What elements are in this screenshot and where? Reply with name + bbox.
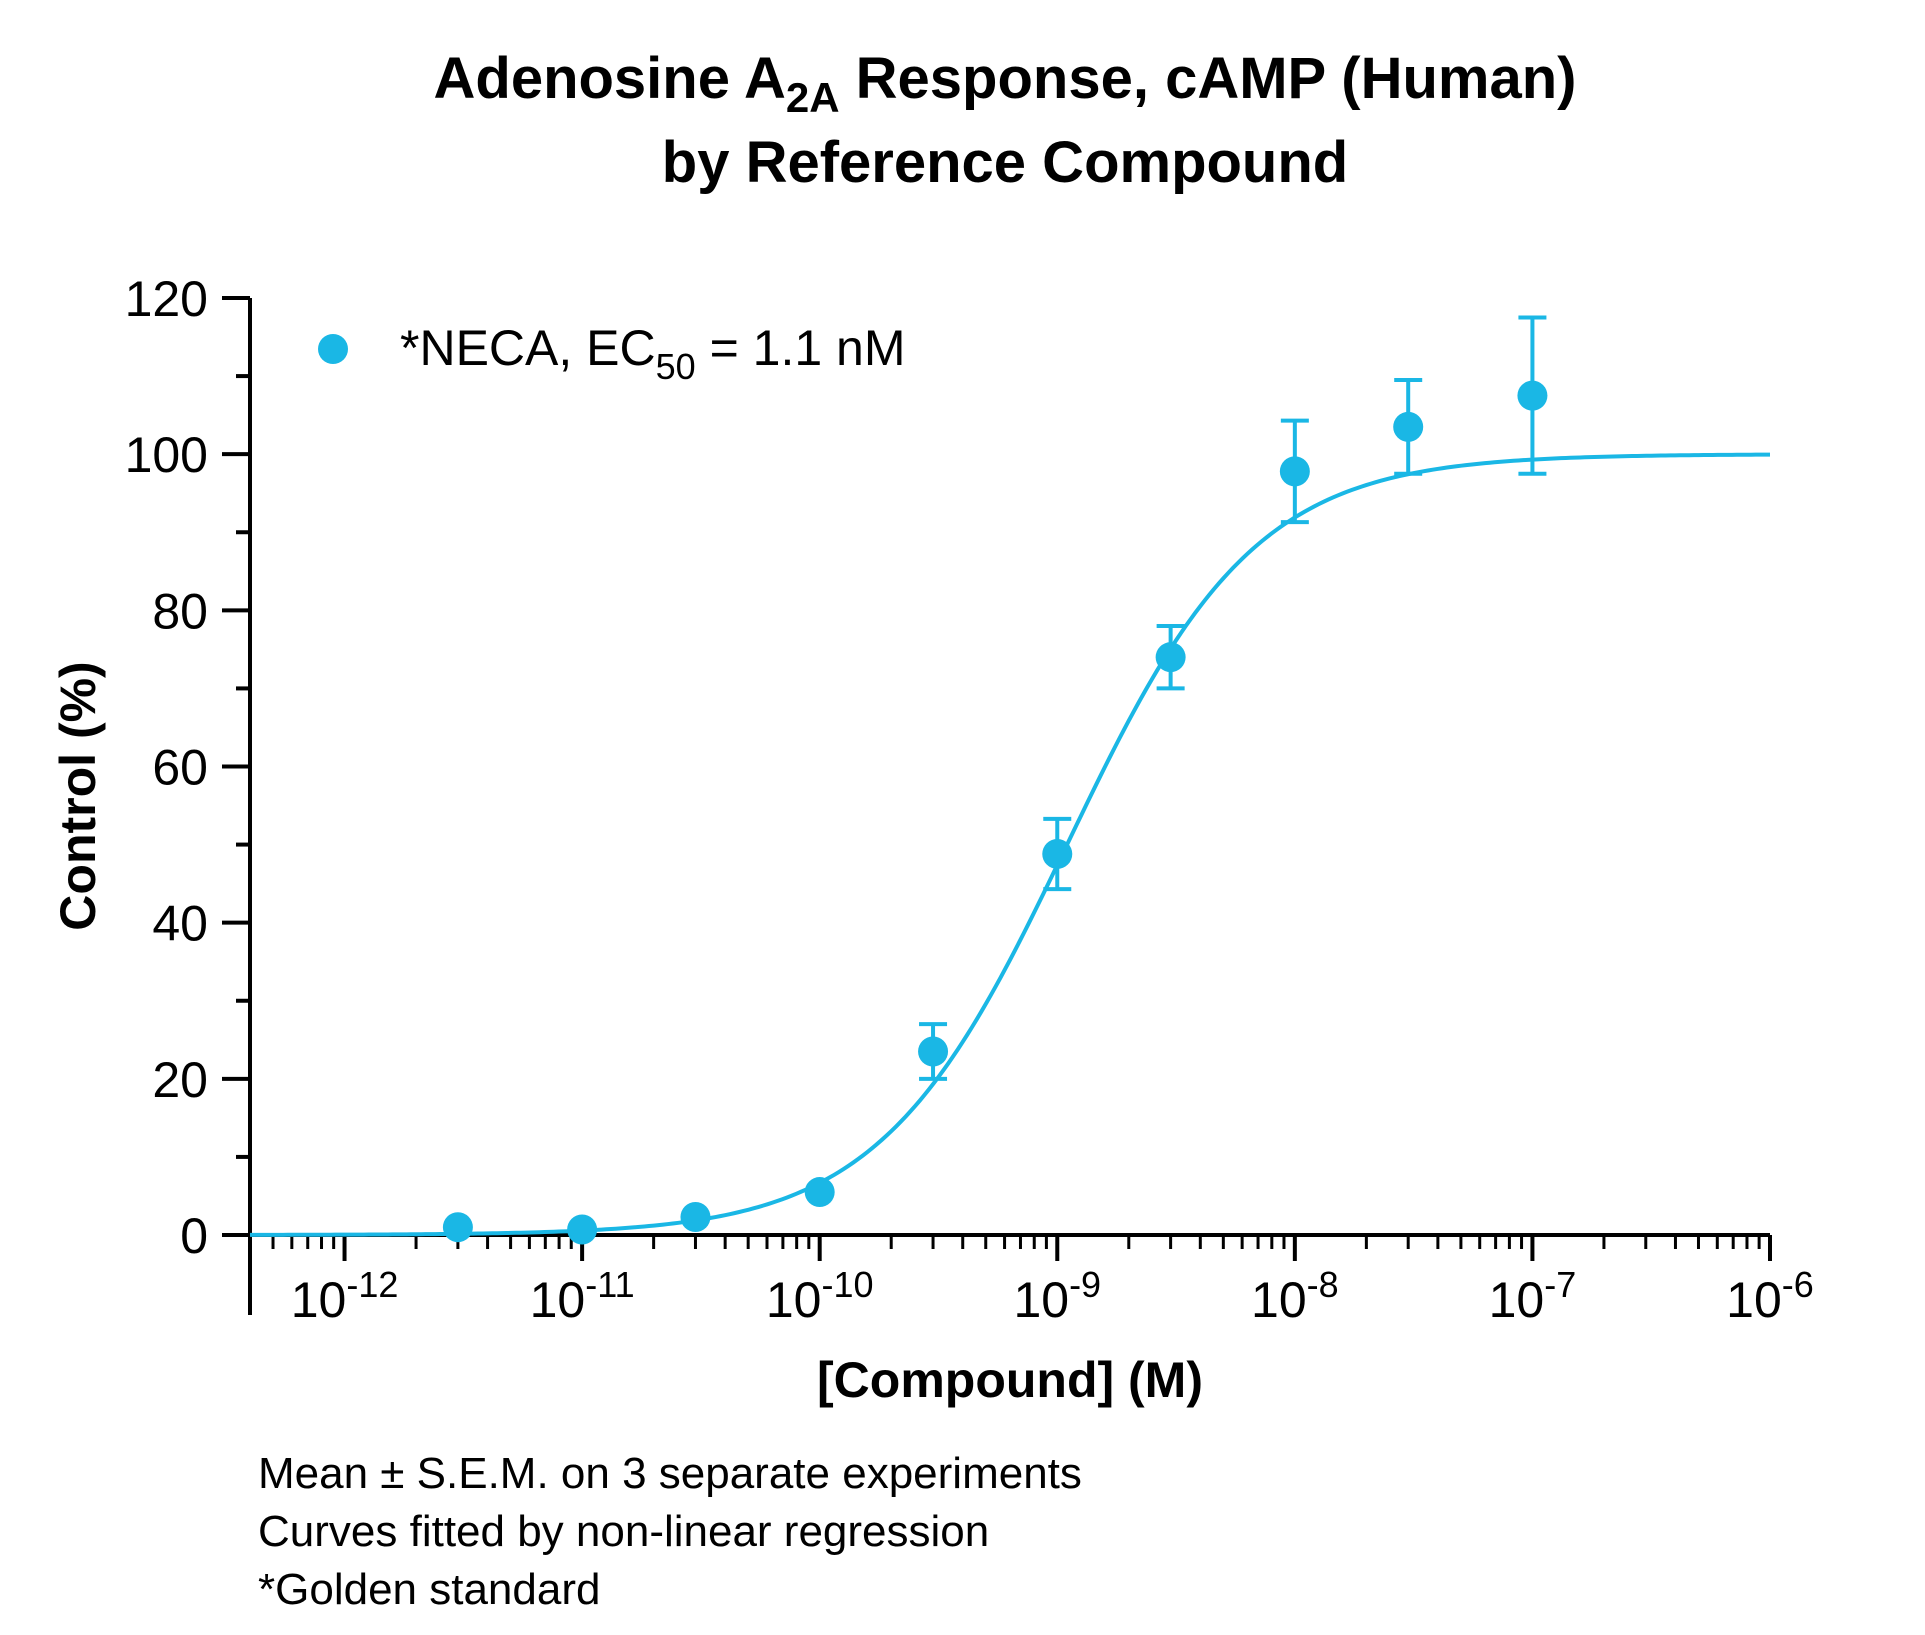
data-points-group	[442, 315, 1548, 1245]
x-tick-label: 10-7	[1489, 1264, 1577, 1328]
data-point	[680, 1202, 711, 1233]
fit-curve-group	[249, 452, 1771, 1237]
data-point	[1517, 380, 1548, 411]
y-tick-label: 120	[125, 271, 208, 327]
y-axis-label: Control (%)	[50, 661, 106, 930]
x-tick-label: 10-10	[766, 1264, 874, 1328]
data-point	[1393, 411, 1424, 442]
y-tick-label: 80	[152, 583, 208, 639]
x-tick-label: 10-8	[1251, 1264, 1339, 1328]
x-tick-label: 10-9	[1013, 1264, 1101, 1328]
x-axis-label: [Compound] (M)	[817, 1352, 1203, 1408]
data-point	[1279, 456, 1310, 487]
x-tick-label: 10-6	[1726, 1264, 1814, 1328]
footnote-2: Curves fitted by non-linear regression	[258, 1507, 990, 1556]
data-point	[1042, 838, 1073, 869]
data-point	[804, 1177, 835, 1208]
x-tick-label: 10-11	[530, 1264, 635, 1328]
legend: *NECA, EC50 = 1.1 nM	[318, 320, 906, 387]
data-point	[567, 1214, 598, 1245]
fit-curve	[249, 452, 1771, 1237]
y-tick-label: 40	[152, 896, 208, 952]
x-tick-label: 10-12	[291, 1264, 399, 1328]
data-point	[918, 1036, 949, 1067]
footnote-3: *Golden standard	[258, 1565, 601, 1614]
legend-marker	[318, 334, 348, 364]
chart-title-line1: Adenosine A2A Response, cAMP (Human)	[434, 46, 1577, 121]
y-tick-label: 0	[180, 1208, 208, 1264]
y-tick-label: 100	[125, 427, 208, 483]
y-tick-label: 20	[152, 1052, 208, 1108]
y-axis: 0 20 40 60 80 100 120	[125, 271, 252, 1264]
chart-title-line2: by Reference Compound	[662, 130, 1348, 195]
legend-label: *NECA, EC50 = 1.1 nM	[400, 320, 906, 387]
y-tick-label: 60	[152, 740, 208, 796]
footnote-1: Mean ± S.E.M. on 3 separate experiments	[258, 1449, 1082, 1498]
x-axis: 10-12 10-11 10-10 10-9 10-8 10-7 10-6	[248, 1233, 1814, 1328]
data-point	[1155, 642, 1186, 673]
data-point	[442, 1212, 473, 1243]
